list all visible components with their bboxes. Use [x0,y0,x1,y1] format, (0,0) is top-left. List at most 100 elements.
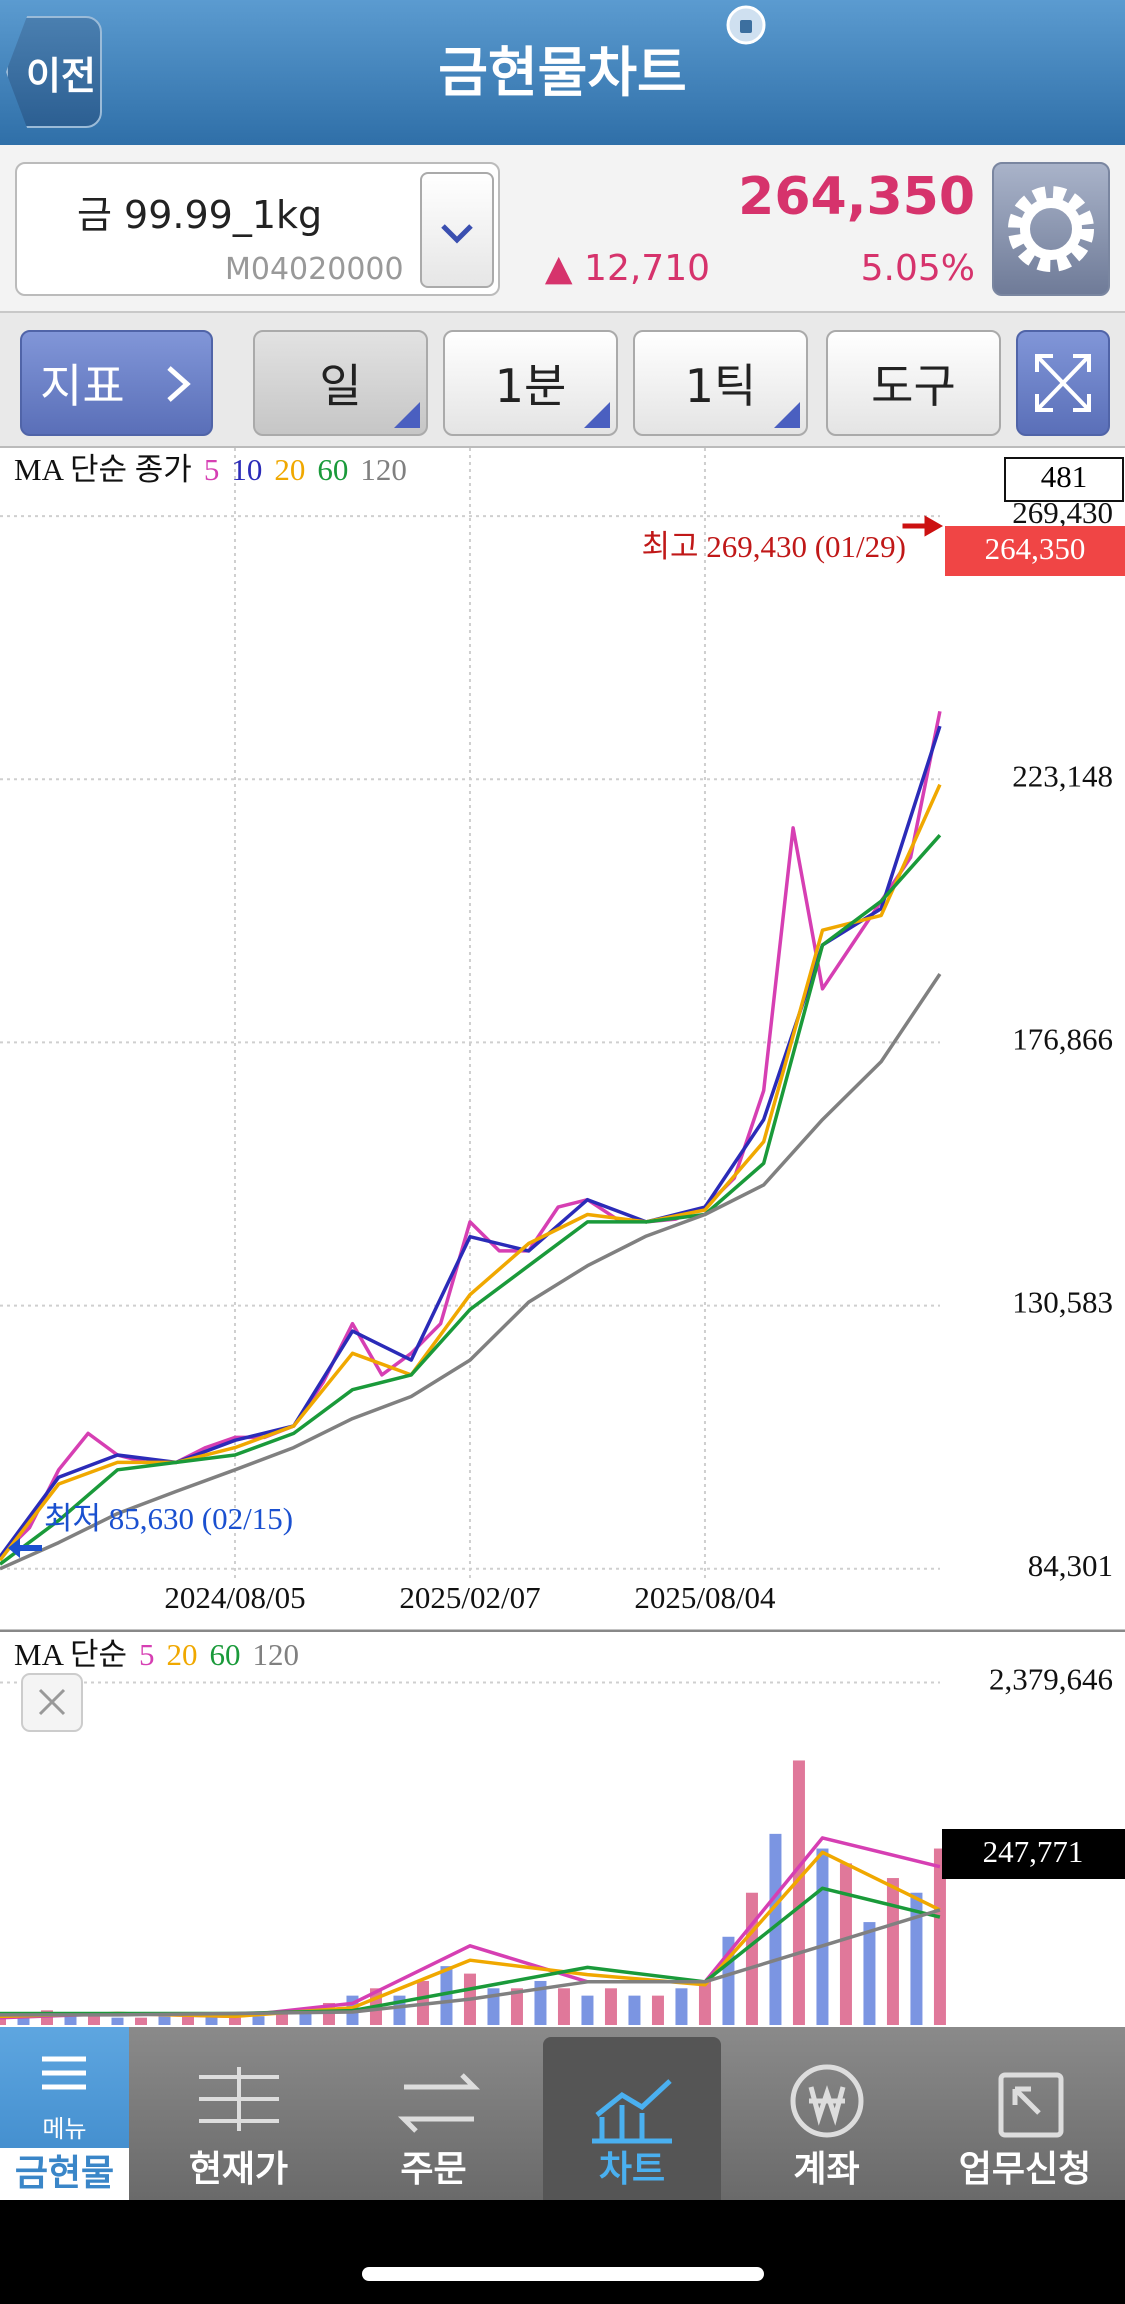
screen-title: 금현물차트 [438,41,687,104]
legend-entry: 20 [167,1637,198,1672]
button-label: 일 [319,359,362,413]
volume-bar [698,1980,711,2025]
volume-bar [581,1995,594,2025]
tab-icon [198,2067,279,2131]
low-label: 최저 85,630 (02/15) [44,1501,293,1536]
y-tick-label: 84,301 [1028,1548,1113,1583]
legend-entry: 120 [253,1637,300,1672]
volume-bar [675,1988,688,2025]
lock-icon [726,5,766,45]
chevron [441,224,473,244]
volume-bar [534,1980,547,2025]
price-change: ▲ 12,710 [544,248,710,289]
tab-icon [592,2079,672,2144]
tab[interactable]: 업무신청 [925,2027,1125,2200]
legend-entry: 5 [204,452,220,487]
volume-bar [557,1988,570,2025]
button-label: 1틱 [684,359,757,413]
high-arrow [902,515,944,537]
legend-entry: 120 [360,452,407,487]
legend: MA 단순 종가 5 10 20 60 120 [14,452,407,487]
volume-bar [87,2016,100,2025]
period-button[interactable]: 1틱 [633,330,808,436]
volume-bar [440,1966,453,2025]
volume-bar [886,1878,899,2025]
volume-bar [275,2013,288,2025]
volume-bar [863,1922,876,2025]
instrument-code: M04020000 [225,252,404,287]
tab[interactable]: 메뉴 금현물 [0,2027,129,2200]
legend-entry: 5 [139,1637,155,1672]
price-chart: 2024/08/05 2025/02/07 2025/08/04 84,301 130,… [0,448,1125,1632]
header-bar: 이전 금현물차트 [0,0,1125,145]
volume-bar [158,2016,171,2025]
last-price-tag [945,526,1125,576]
y-tick-label: 2,379,646 [989,1662,1113,1697]
instrument-row: 금 99.99_1kg M04020000 264,350 ▲ 12,710 5… [0,145,1125,313]
ma-line [0,834,942,1566]
volume-chart: 2,379,646 MA 단순 5 20 60 120 247,771 [0,1637,1125,2025]
tab[interactable]: 차트 [543,2037,721,2200]
y-tick-label: 176,866 [1012,1022,1113,1057]
legend-entry: 10 [231,452,262,487]
legend: MA 단순 5 20 60 120 [14,1637,299,1672]
volume-bar [933,1848,946,2025]
y-tick-label: 223,148 [1012,758,1113,793]
close-icon [38,1688,66,1716]
volume-bar [252,2016,265,2025]
volume-bar [17,2013,30,2025]
expand-button[interactable] [1016,330,1110,436]
volume-bar [604,1988,617,2025]
volume-bar [628,1995,641,2025]
legend-entry: 20 [274,452,305,487]
tab[interactable]: 계좌 [735,2027,918,2200]
tab[interactable]: 현재가 [147,2027,330,2200]
tab-icon [790,2064,863,2138]
last-volume-label: 247,771 [983,1834,1084,1869]
x-tick-label: 2024/08/05 [164,1580,305,1615]
volume-bar [651,1995,664,2025]
home-indicator [362,2267,764,2281]
settings-button[interactable] [992,162,1110,296]
legend-title: MA 단순 [14,1637,127,1672]
tab-icon [998,2072,1064,2138]
dropdown-button[interactable] [420,172,494,288]
tools-button[interactable]: 도구 [826,330,1001,436]
button-label: 지표 [40,359,125,413]
button-label: 1분 [494,359,567,413]
indicator-button[interactable]: 지표 [20,330,213,436]
expand-icon [1035,354,1091,412]
x-tick-label: 2025/08/04 [634,1580,776,1615]
volume-bar [745,1892,758,2025]
ma-line [0,783,942,1562]
volume-bar [769,1833,782,2025]
period-button[interactable]: 1분 [443,330,618,436]
chevron [167,366,191,402]
period-button[interactable]: 일 [253,330,428,436]
price-change-pct: 5.05% [860,248,975,289]
low-arrow [8,1538,42,1558]
back-button[interactable]: 이전 [6,16,102,128]
home-area [0,2200,1125,2304]
high-label: 최고 269,430 (01/29) [641,529,906,564]
tab-label: 업무신청 [958,2149,1092,2190]
current-price: 264,350 [738,167,975,227]
count-label: 481 [1041,459,1088,494]
legend-entry: 60 [210,1637,241,1672]
tab[interactable]: 주문 [338,2027,529,2200]
button-label: 도구 [871,359,956,413]
volume-bar [510,1988,523,2025]
y-tick-label: 130,583 [1012,1285,1113,1320]
volume-bar [181,2013,194,2025]
volume-bar [910,1892,923,2025]
last-volume-tag [942,1829,1125,1879]
volume-bar [134,2017,147,2025]
ma-line [0,1908,941,2017]
instrument-selector[interactable]: 금 99.99_1kg M04020000 [15,162,500,296]
volume-bar [816,1848,829,2025]
gear-icon [1008,186,1094,272]
count-box [1004,457,1124,502]
ma-line [0,725,942,1558]
